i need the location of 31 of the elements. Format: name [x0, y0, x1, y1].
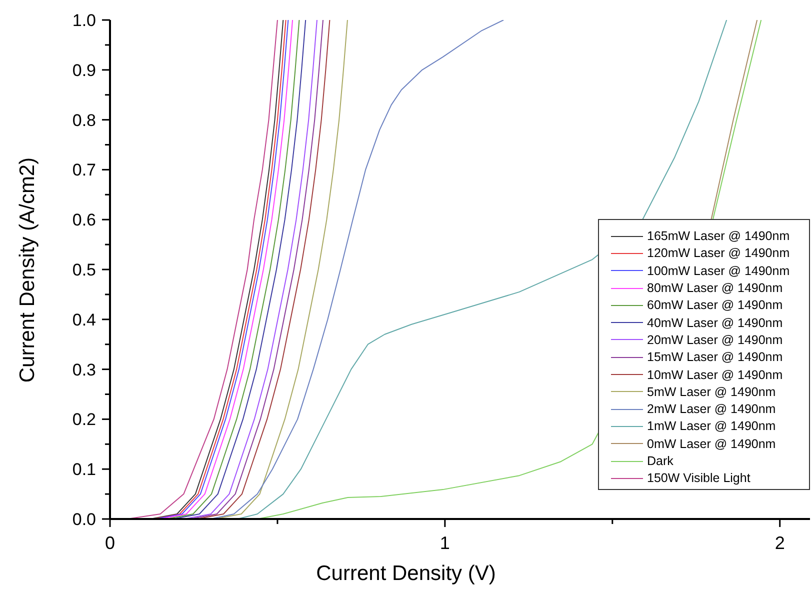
legend-label: 80mW Laser @ 1490nm [647, 281, 783, 296]
legend-label: 20mW Laser @ 1490nm [647, 332, 783, 347]
y-tick-label: 0.1 [72, 460, 96, 480]
legend-label: 120mW Laser @ 1490nm [647, 246, 790, 260]
x-axis-title: Current Density (V) [315, 562, 497, 586]
legend-label: 165mW Laser @ 1490nm [647, 229, 790, 244]
y-tick-label: 0.2 [72, 410, 96, 430]
y-tick-label: 0.3 [72, 360, 96, 380]
legend-label: 0mW Laser @ 1490nm [647, 436, 776, 451]
legend-label: 60mW Laser @ 1490nm [647, 298, 783, 312]
legend-label: 10mW Laser @ 1490nm [647, 368, 783, 382]
x-tick-label: 0 [104, 533, 116, 553]
y-tick-label: 0.7 [72, 160, 96, 180]
legend-label: 2mW Laser @ 1490nm [647, 402, 776, 416]
y-tick-label: 0.5 [72, 260, 96, 280]
legend-label: 5mW Laser @ 1490nm [647, 384, 776, 399]
y-tick-label: 0.8 [72, 110, 96, 130]
legend-label: Dark [647, 454, 674, 468]
x-tick-label: 2 [774, 533, 785, 553]
legend-label: 40mW Laser @ 1490nm [647, 316, 783, 330]
legend-label: 1mW Laser @ 1490nm [647, 419, 776, 434]
y-tick-label: 0.9 [72, 60, 96, 80]
y-tick-label: 0.0 [72, 510, 96, 529]
y-tick-label: 1.0 [72, 11, 96, 30]
legend-label: 15mW Laser @ 1490nm [647, 350, 783, 364]
y-tick-label: 0.4 [72, 310, 96, 330]
legend-label: 150W Visible Light [647, 471, 750, 486]
x-tick-label: 1 [440, 533, 450, 553]
y-axis-title: Current Density (A/cm2) [16, 157, 40, 383]
legend-label: 100mW Laser @ 1490nm [647, 264, 790, 278]
y-tick-label: 0.6 [72, 210, 96, 230]
